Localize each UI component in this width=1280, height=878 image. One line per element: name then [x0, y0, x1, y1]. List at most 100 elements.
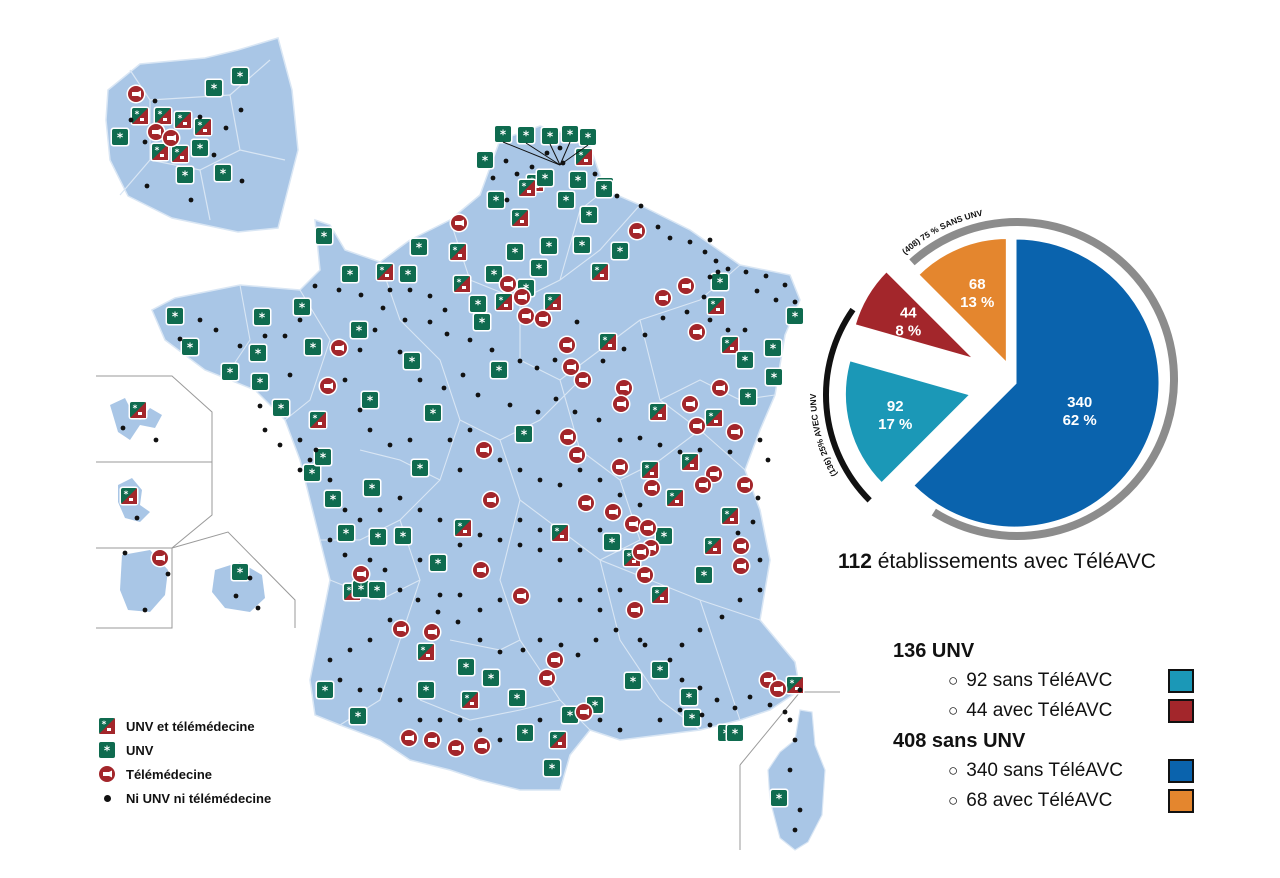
- facility-dot: [617, 492, 623, 498]
- facility-dot: [597, 477, 603, 483]
- mainland-france: [151, 125, 801, 791]
- unv-icon: [612, 243, 628, 259]
- unv-icon: [740, 389, 756, 405]
- telemedicine-icon: [712, 380, 728, 396]
- facility-dot: [437, 717, 443, 723]
- legend-label: UNV: [126, 742, 154, 758]
- unv-icon: [458, 659, 474, 675]
- facility-dot: [699, 712, 705, 718]
- unv-icon: [596, 181, 612, 197]
- facility-dot: [667, 657, 673, 663]
- unv-icon: [537, 170, 553, 186]
- unv-icon: [656, 528, 672, 544]
- facility-dot: [773, 297, 779, 303]
- pie-value-label: 68: [969, 276, 986, 293]
- facility-dot: [637, 435, 643, 441]
- facility-dot: [497, 737, 503, 743]
- telemedicine-icon: [733, 558, 749, 574]
- telemedicine-icon: [401, 730, 417, 746]
- facility-dot: [621, 346, 627, 352]
- unv-icon: [712, 274, 728, 290]
- facility-dot: [336, 287, 342, 293]
- facility-dot: [560, 160, 566, 166]
- facility-dot: [257, 403, 263, 409]
- unv-icon: [542, 128, 558, 144]
- reunion: [212, 562, 265, 612]
- facility-dot: [213, 327, 219, 333]
- facility-dot: [417, 507, 423, 513]
- facility-dot: [577, 547, 583, 553]
- facility-dot: [262, 333, 268, 339]
- breakdown-label: 340 sans TéléAVC: [948, 760, 1168, 782]
- facility-dot: [397, 349, 403, 355]
- telemedicine-icon: [424, 624, 440, 640]
- facility-dot: [417, 717, 423, 723]
- facility-dot: [457, 542, 463, 548]
- unv-telemedicine-icon: [667, 490, 683, 506]
- telemedicine-icon: [629, 223, 645, 239]
- telemedicine-icon: [644, 480, 660, 496]
- facility-dot: [750, 519, 756, 525]
- telemedicine-icon: [559, 337, 575, 353]
- breakdown-label: 68 avec TéléAVC: [948, 790, 1168, 812]
- facility-dot: [727, 449, 733, 455]
- telemedicine-icon: [678, 278, 694, 294]
- facility-dot: [477, 607, 483, 613]
- unv-icon: [516, 426, 532, 442]
- facility-dot: [577, 597, 583, 603]
- unv-icon: [294, 299, 310, 315]
- facility-dot: [725, 266, 731, 272]
- unv-icon: [681, 689, 697, 705]
- facility-dot: [537, 637, 543, 643]
- breakdown-item: 340 sans TéléAVC: [893, 756, 1194, 786]
- facility-dot: [597, 607, 603, 613]
- dot-icon: [96, 787, 118, 809]
- facility-dot: [537, 477, 543, 483]
- unv-icon: [304, 465, 320, 481]
- facility-dot: [165, 571, 171, 577]
- unv-icon: [418, 682, 434, 698]
- unv-icon: [206, 80, 222, 96]
- telemedicine-icon: [476, 442, 492, 458]
- facility-dot: [657, 442, 663, 448]
- facility-dot: [144, 183, 150, 189]
- facility-dot: [122, 550, 128, 556]
- facility-dot: [447, 437, 453, 443]
- telemedicine-icon: [320, 378, 336, 394]
- unv-telemedicine-icon: [708, 298, 724, 314]
- unv-telemedicine-icon: [418, 644, 434, 660]
- facility-dot: [574, 319, 580, 325]
- unv-icon: [412, 460, 428, 476]
- facility-dot: [497, 457, 503, 463]
- unv-telemedicine-icon: [195, 119, 211, 135]
- facility-dot: [719, 614, 725, 620]
- facility-dot: [342, 377, 348, 383]
- telemedicine-icon: [483, 492, 499, 508]
- facility-dot: [597, 527, 603, 533]
- facility-dot: [713, 258, 719, 264]
- unv-icon: [316, 228, 332, 244]
- facility-dot: [377, 507, 383, 513]
- facility-dot: [797, 807, 803, 813]
- facility-dot: [707, 237, 713, 243]
- unv-icon: [232, 68, 248, 84]
- unv-telemedicine-icon: [132, 108, 148, 124]
- swatch-red: [1168, 699, 1194, 723]
- unv-telemedicine-icon: [592, 264, 608, 280]
- unv-icon: [351, 322, 367, 338]
- unv-icon: [215, 165, 231, 181]
- unv-telemedicine-icon: [121, 488, 137, 504]
- facility-dot: [600, 358, 606, 364]
- telemedicine-icon: [575, 372, 591, 388]
- unv-icon: [182, 339, 198, 355]
- facility-dot: [357, 347, 363, 353]
- facility-dot: [687, 239, 693, 245]
- facility-dot: [667, 235, 673, 241]
- facility-dot: [407, 437, 413, 443]
- facility-dot: [497, 649, 503, 655]
- facility-dot: [407, 287, 413, 293]
- unv-icon: [474, 314, 490, 330]
- unv-icon: [177, 167, 193, 183]
- summary-count: 112: [838, 550, 872, 573]
